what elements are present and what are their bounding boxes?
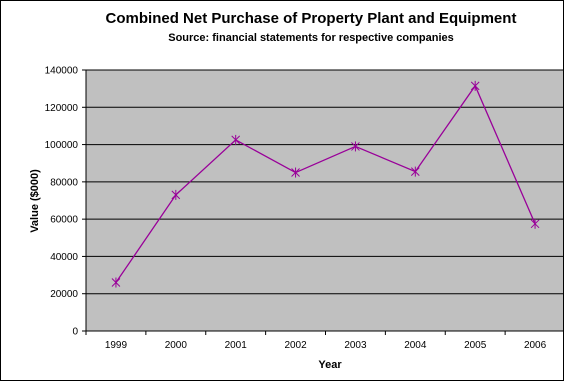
data-point-1999 [111,277,121,288]
y-tick-label-0: 0 [72,327,78,338]
x-tick-label-7: 2006 [524,340,547,351]
data-point-2000 [171,189,181,200]
grid-lines [86,69,563,295]
y-tick-label-2: 40000 [50,252,78,263]
x-tick-label-4: 2003 [344,340,367,351]
chart-subtitle: Source: financial statements for respect… [168,32,454,44]
data-point-2002 [291,167,300,178]
data-point-2003 [351,141,360,152]
chart-title: Combined Net Purchase of Property Plant … [106,10,517,27]
data-point-2005 [470,80,480,91]
data-point-2006 [530,218,540,229]
x-tick-label-5: 2004 [404,340,427,351]
y-tick-label-6: 120000 [45,103,79,114]
y-tick-label-1: 20000 [50,289,78,300]
series-line-0 [115,84,536,283]
data-point-2004 [410,166,420,177]
x-axis-title: Year [318,359,342,371]
x-tick-label-6: 2005 [464,340,487,351]
y-axis-title: Value ($000) [29,169,41,233]
y-tick-label-7: 140000 [45,66,79,77]
x-tick-label-3: 2002 [284,340,307,351]
series-layer [111,80,540,288]
plot-area [86,70,563,331]
y-axis-ticks: 0 20000 40000 60000 80000 100000 120000 140000 [45,66,86,338]
x-tick-label-1: 2000 [165,340,188,351]
data-point-2001 [231,134,241,145]
x-axis-ticks: 1999 2000 2001 2002 2003 2004 2005 2006 [85,331,547,351]
y-tick-label-3: 60000 [50,215,78,226]
x-tick-label-2: 2001 [225,340,248,351]
x-tick-label-0: 1999 [105,340,128,351]
y-tick-label-5: 100000 [45,140,79,151]
y-tick-label-4: 80000 [50,177,78,188]
